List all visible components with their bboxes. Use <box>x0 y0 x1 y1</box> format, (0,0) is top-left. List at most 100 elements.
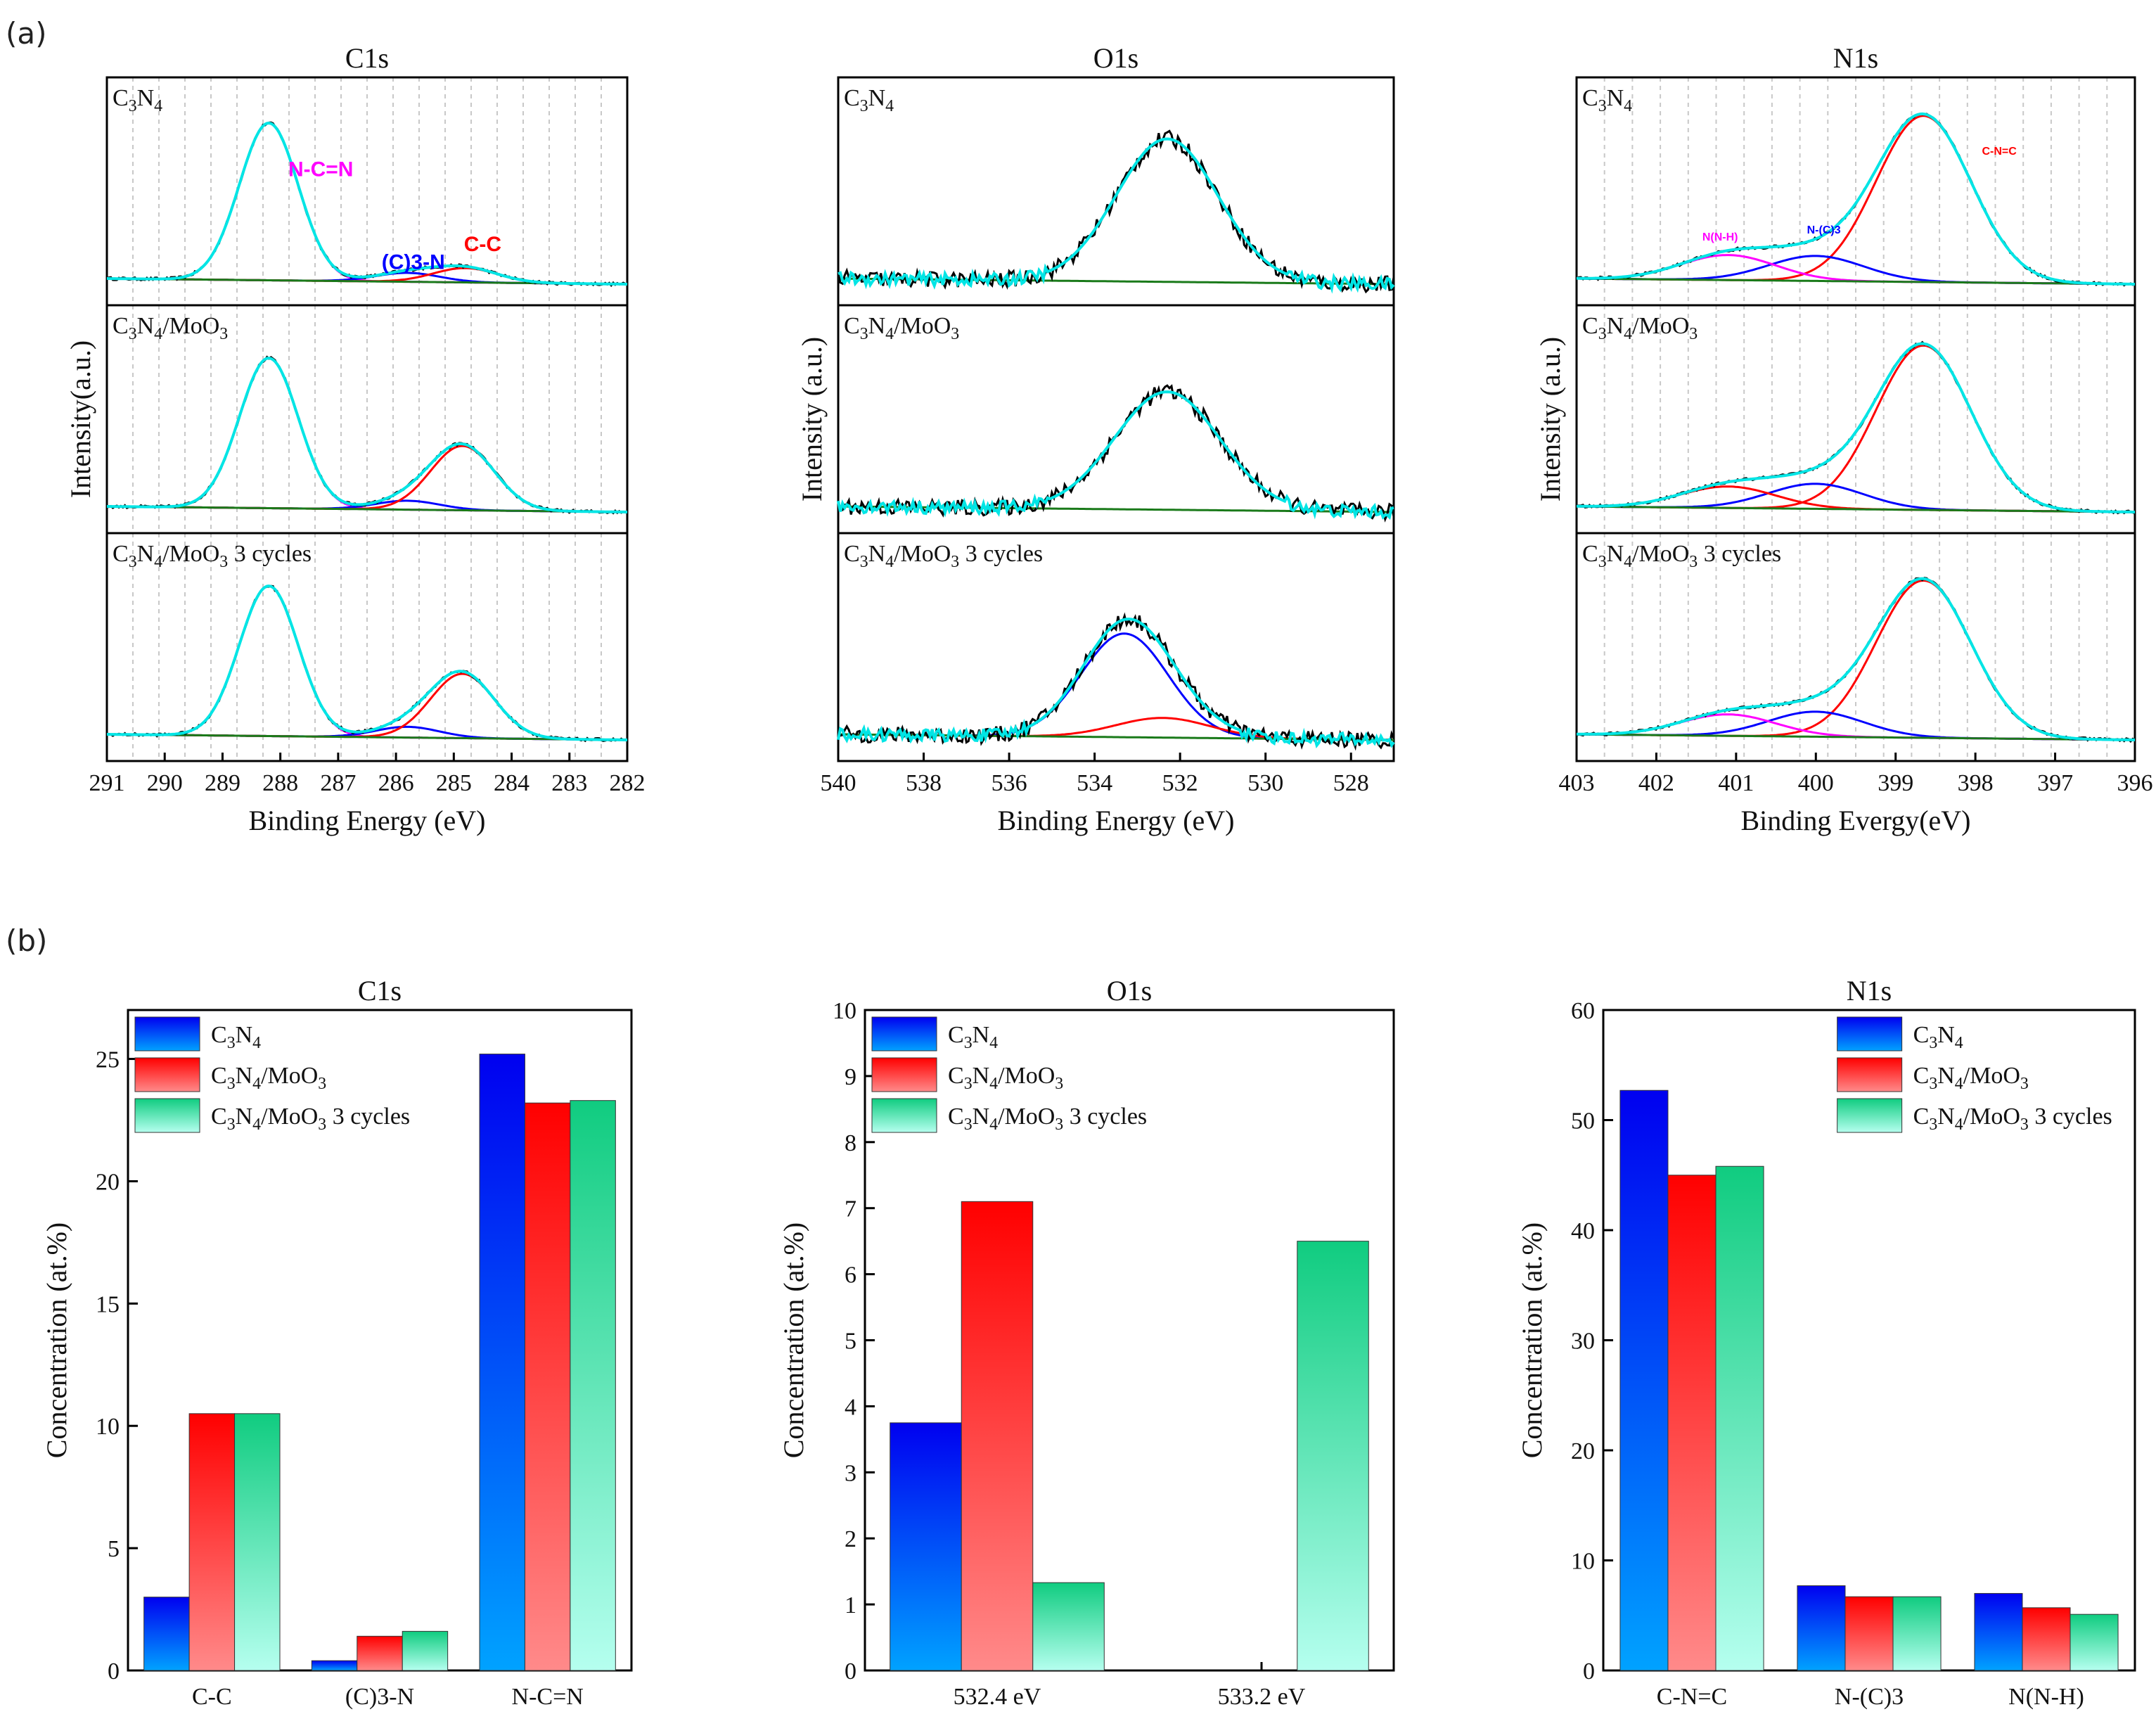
sample-label: C3N4/MoO3 <box>844 313 959 343</box>
y-axis-label: Concentration (at.%) <box>778 1222 809 1458</box>
y-tick-label: 5 <box>845 1329 856 1355</box>
peak-annotation: C-N=C <box>1982 146 2017 158</box>
y-tick-label: 40 <box>1571 1218 1595 1244</box>
bar <box>188 1413 236 1671</box>
legend-swatch <box>134 1098 200 1133</box>
chart-title: N1s <box>1847 975 1892 1007</box>
x-tick-label: 397 <box>2037 770 2073 796</box>
chart-title: C1s <box>345 42 389 74</box>
x-tick-label: 530 <box>1247 770 1283 796</box>
bar <box>143 1597 190 1671</box>
y-tick-label: 0 <box>108 1659 120 1685</box>
y-axis-label: Intensity (a.u.) <box>796 337 828 501</box>
bar <box>1032 1582 1105 1671</box>
x-tick-label: 540 <box>821 770 856 796</box>
plot-frame <box>105 76 629 762</box>
legend-label: C3N4 <box>1913 1022 1963 1052</box>
legend-label: C3N4/MoO3 <box>948 1063 1063 1093</box>
bar <box>1974 1592 2023 1671</box>
x-tick-label: 287 <box>320 770 356 796</box>
sample-label: C3N4 <box>1582 85 1632 115</box>
bar <box>234 1413 281 1671</box>
legend-label: C3N4 <box>948 1022 998 1052</box>
bar <box>1892 1596 1942 1671</box>
fit-envelope <box>1577 577 2135 741</box>
category-label: N(N-H) <box>2008 1684 2084 1710</box>
panel-label-a: (a) <box>6 16 47 51</box>
category-label: C-N=C <box>1657 1684 1727 1710</box>
category-label: N-(C)3 <box>1835 1684 1904 1710</box>
x-tick-label: 290 <box>147 770 183 796</box>
x-tick-label: 402 <box>1638 770 1674 796</box>
fit-envelope <box>107 584 627 741</box>
bar <box>2022 1607 2071 1671</box>
x-tick-label: 399 <box>1878 770 1913 796</box>
chart-title: N1s <box>1833 42 1878 74</box>
category-label: C-C <box>192 1684 232 1710</box>
category-label: 533.2 eV <box>1218 1684 1306 1710</box>
bar <box>524 1102 571 1671</box>
sample-label: C3N4 <box>844 85 894 115</box>
component-peak <box>1577 344 2135 513</box>
chart-title: O1s <box>1093 42 1138 74</box>
panel-label-b: (b) <box>6 924 47 958</box>
bar <box>1297 1241 1369 1671</box>
y-tick-label: 50 <box>1571 1108 1595 1135</box>
y-tick-label: 10 <box>96 1414 120 1440</box>
x-tick-label: 284 <box>494 770 530 796</box>
y-tick-label: 7 <box>845 1196 856 1222</box>
fit-envelope <box>838 137 1395 294</box>
component-peak <box>1577 115 2135 286</box>
x-tick-label: 403 <box>1559 770 1595 796</box>
y-tick-label: 15 <box>96 1291 120 1317</box>
fit-envelope <box>837 618 1395 748</box>
x-tick-label: 532 <box>1162 770 1198 796</box>
fit-envelope <box>1577 342 2135 513</box>
y-tick-label: 3 <box>845 1460 856 1486</box>
x-tick-label: 401 <box>1718 770 1754 796</box>
raw-spectrum <box>837 129 1395 294</box>
legend-swatch <box>871 1057 937 1092</box>
y-tick-label: 4 <box>845 1394 856 1420</box>
peak-annotation: (C)3-N <box>382 251 445 274</box>
y-tick-label: 1 <box>845 1592 856 1618</box>
sample-label: C3N4/MoO3 3 cycles <box>1582 541 1781 571</box>
fit-envelope <box>107 121 627 286</box>
y-axis-label: Concentration (at.%) <box>1516 1222 1548 1458</box>
x-tick-label: 396 <box>2117 770 2153 796</box>
background-line <box>1577 733 2135 741</box>
legend-label: C3N4/MoO3 3 cycles <box>948 1104 1147 1134</box>
bar <box>961 1201 1034 1671</box>
x-tick-label: 288 <box>262 770 298 796</box>
sample-label: C3N4/MoO3 3 cycles <box>844 541 1043 571</box>
legend-label: C3N4/MoO3 3 cycles <box>1913 1104 2112 1134</box>
bar <box>1797 1585 1846 1671</box>
x-tick-label: 528 <box>1333 770 1369 796</box>
x-tick-label: 398 <box>1958 770 1994 796</box>
peak-annotation: N-(C)3 <box>1807 224 1841 236</box>
bar <box>311 1660 358 1671</box>
bar <box>479 1054 525 1671</box>
chart-title: O1s <box>1107 975 1152 1007</box>
x-tick-label: 536 <box>992 770 1027 796</box>
y-tick-label: 25 <box>96 1047 120 1073</box>
legend-label: C3N4/MoO3 3 cycles <box>211 1104 410 1134</box>
y-axis-label: Intensity (a.u.) <box>1534 337 1566 501</box>
legend-swatch <box>1837 1098 1903 1133</box>
bar <box>570 1100 616 1671</box>
y-tick-label: 20 <box>96 1169 120 1195</box>
background-line <box>1577 505 2135 513</box>
background-line <box>107 733 627 741</box>
peak-annotation: C-C <box>464 233 501 256</box>
legend-label: C3N4/MoO3 <box>1913 1063 2029 1093</box>
plot-frame <box>837 76 1395 762</box>
background-line <box>107 505 627 513</box>
y-tick-label: 6 <box>845 1263 856 1289</box>
bar <box>1715 1165 1764 1671</box>
background-line <box>1577 277 2135 286</box>
peak-annotation: N-C=N <box>288 158 354 181</box>
y-axis-label: Concentration (at.%) <box>41 1222 72 1458</box>
sample-label: C3N4/MoO3 <box>113 313 228 343</box>
y-tick-label: 5 <box>108 1536 120 1562</box>
